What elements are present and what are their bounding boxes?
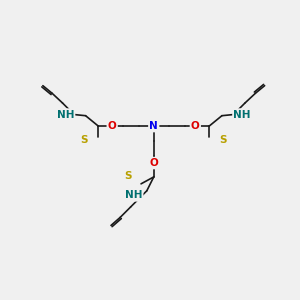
Text: O: O — [108, 121, 116, 131]
Text: O: O — [149, 158, 158, 168]
Text: NH: NH — [233, 110, 251, 119]
Text: NH: NH — [57, 110, 74, 119]
Text: S: S — [81, 135, 88, 145]
Text: S: S — [124, 171, 132, 181]
Text: NH: NH — [125, 190, 142, 200]
Text: N: N — [149, 121, 158, 131]
Text: O: O — [191, 121, 200, 131]
Text: S: S — [219, 135, 227, 145]
